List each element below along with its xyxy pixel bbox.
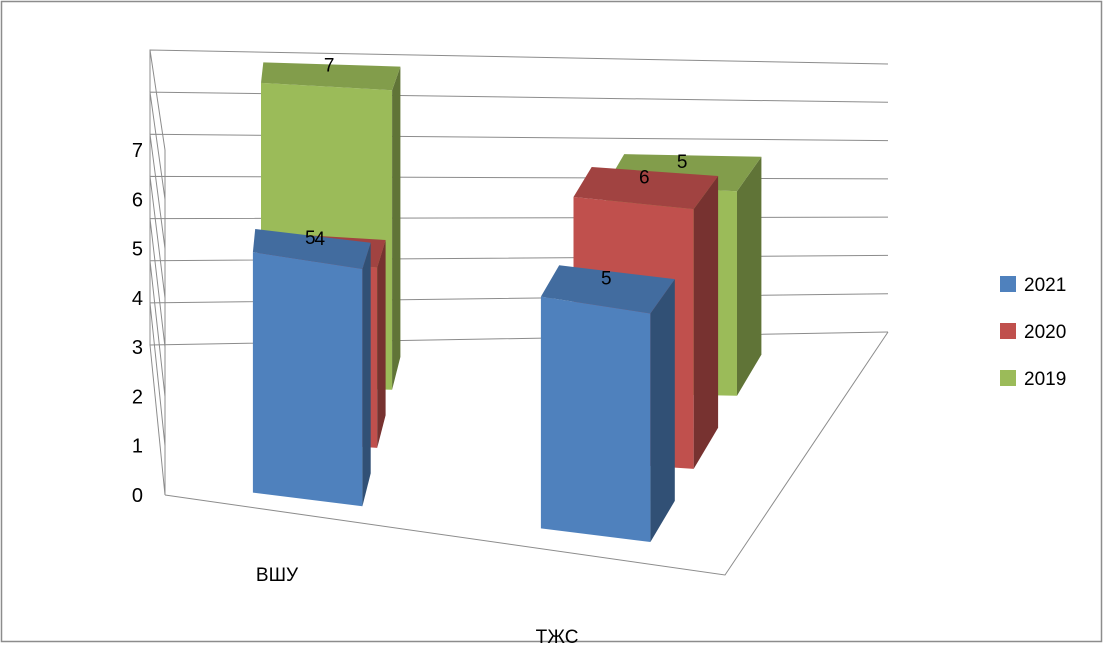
data-label: 5 bbox=[677, 152, 688, 173]
legend-label: 2021 bbox=[1024, 275, 1066, 296]
legend-swatch bbox=[1000, 323, 1016, 339]
bar-front-face bbox=[252, 252, 363, 507]
data-label: 6 bbox=[639, 167, 650, 188]
y-tick-label: 3 bbox=[132, 337, 143, 359]
legend-label: 2019 bbox=[1024, 369, 1066, 390]
bar-side-face bbox=[377, 240, 386, 448]
bar-top-face bbox=[540, 265, 675, 314]
bar-top-face bbox=[573, 167, 719, 210]
bar-side-face bbox=[650, 279, 675, 542]
legend: 2021 2020 2019 bbox=[1000, 275, 1066, 390]
y-tick-label: 7 bbox=[132, 140, 143, 162]
bars bbox=[252, 62, 762, 542]
bar-top-face bbox=[261, 62, 401, 91]
legend-swatch bbox=[1000, 370, 1016, 386]
gridline bbox=[149, 49, 889, 151]
y-tick-label: 0 bbox=[132, 485, 143, 507]
bar-side-face bbox=[693, 176, 719, 469]
bar-side-face bbox=[737, 156, 762, 396]
y-tick-label: 1 bbox=[132, 436, 143, 458]
bar-side-face bbox=[362, 242, 371, 507]
legend-label: 2020 bbox=[1024, 322, 1066, 343]
legend-swatch bbox=[1000, 276, 1016, 292]
y-tick-label: 4 bbox=[132, 288, 143, 310]
gridline bbox=[149, 91, 889, 200]
legend-item-2020: 2020 bbox=[1000, 322, 1066, 343]
data-label: 5 bbox=[601, 269, 612, 290]
category-label: ТЖС bbox=[536, 627, 579, 643]
y-tick-label: 5 bbox=[132, 239, 143, 261]
legend-item-2021: 2021 bbox=[1000, 275, 1066, 296]
bar-top-face bbox=[252, 229, 371, 269]
gridline bbox=[149, 133, 889, 249]
data-label: 7 bbox=[324, 56, 335, 77]
bar-ВШУ-2021 bbox=[252, 229, 371, 507]
data-label: 5 bbox=[305, 228, 316, 249]
bar-ТЖС-2021 bbox=[540, 265, 675, 542]
bar-side-face bbox=[392, 66, 401, 390]
floor-outline bbox=[164, 331, 889, 576]
legend-item-2019: 2019 bbox=[1000, 369, 1066, 390]
y-tick-label: 6 bbox=[132, 189, 143, 211]
y-axis-ticks: 0 1 2 3 4 5 6 7 bbox=[132, 140, 143, 507]
data-label: 4 bbox=[314, 229, 325, 250]
y-tick-label: 2 bbox=[132, 386, 143, 408]
category-label: ВШУ bbox=[256, 565, 299, 586]
bar-front-face bbox=[540, 296, 651, 542]
